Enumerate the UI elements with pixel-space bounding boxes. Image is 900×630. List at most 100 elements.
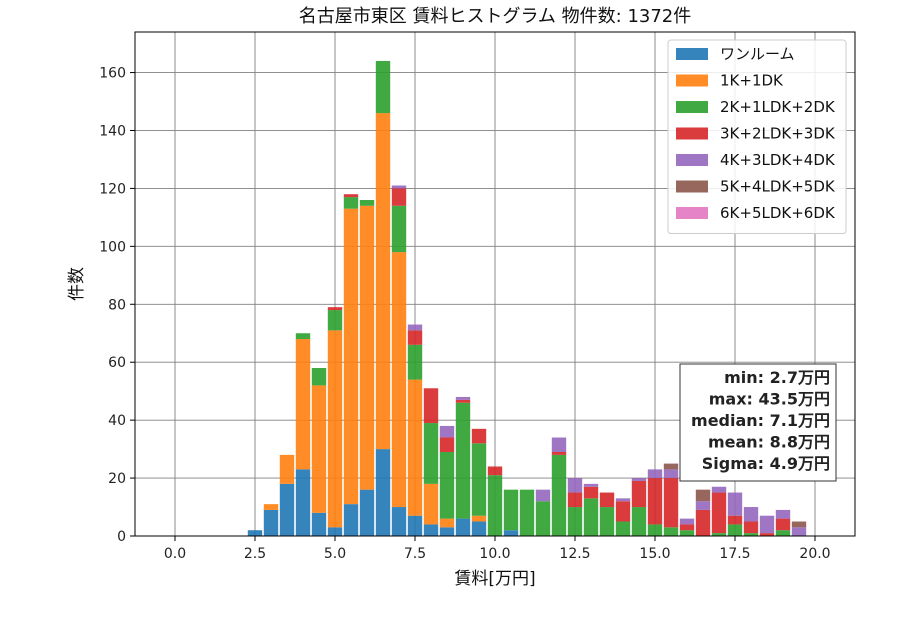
grid-lines	[135, 32, 855, 537]
x-tick-label: 12.5	[559, 546, 590, 562]
bar-segment	[695, 489, 711, 502]
legend-frame	[667, 39, 847, 234]
bar-segment	[743, 521, 759, 534]
bar-segment	[455, 402, 471, 519]
bar-segment	[423, 423, 439, 484]
legend-swatch	[676, 48, 708, 60]
y-tick-label: 0	[117, 529, 126, 545]
legend-label: 5K+4LDK+5DK	[720, 178, 836, 196]
legend-swatch	[676, 180, 708, 193]
bar-segment	[583, 498, 599, 536]
bar-segment	[679, 530, 695, 536]
legend-label: 3K+2LDK+3DK	[720, 125, 836, 143]
bar-segment	[343, 504, 359, 536]
bar-segment	[519, 489, 535, 536]
bar-segment	[439, 437, 455, 452]
chart-title: 名古屋市東区 賃料ヒストグラム 物件数: 1372件	[299, 6, 692, 27]
bar-segment	[791, 527, 807, 536]
bar-segment	[423, 483, 439, 525]
bar-segment	[503, 489, 519, 531]
bar-segment	[343, 197, 359, 209]
bar-segment	[295, 339, 311, 470]
bar-segment	[567, 507, 583, 536]
bar-segment	[727, 492, 743, 516]
bar-segment	[455, 518, 471, 536]
bar-segment	[359, 200, 375, 206]
y-tick-label: 40	[108, 413, 126, 429]
bar-segment	[551, 452, 567, 455]
stats-line: max: 43.5万円	[709, 390, 830, 409]
bar-segment	[311, 368, 327, 386]
bar-segment	[727, 524, 743, 536]
legend-swatch	[676, 74, 708, 87]
y-tick-label: 20	[108, 471, 126, 487]
y-tick-label: 120	[99, 181, 126, 197]
stats-frame	[679, 363, 837, 482]
bar-segment	[487, 466, 503, 476]
bar-segment	[583, 483, 599, 487]
stats-line: mean: 8.8万円	[708, 433, 830, 452]
bar-segment	[647, 469, 663, 479]
y-tick-label: 80	[108, 297, 126, 313]
y-tick-label: 140	[99, 123, 126, 139]
bar-segment	[375, 449, 391, 536]
bar-segment	[471, 515, 487, 522]
bar-segment	[599, 492, 615, 508]
bar-segment	[375, 113, 391, 450]
bar-segment	[311, 385, 327, 513]
bar-segment	[375, 60, 391, 114]
bar-segment	[487, 475, 503, 536]
x-tick-label: 17.5	[719, 546, 750, 562]
bar-segment	[535, 489, 551, 502]
bar-segment	[615, 521, 631, 536]
bar-segment	[471, 521, 487, 536]
bar-segment	[327, 527, 343, 536]
bar-segment	[695, 509, 711, 536]
bar-segment	[263, 504, 279, 510]
bar-segment	[759, 515, 775, 534]
bar-segment	[615, 501, 631, 522]
x-tick-label: 7.5	[404, 546, 426, 562]
bar-segment	[439, 518, 455, 528]
bar-segment	[407, 515, 423, 536]
bar-segment	[551, 454, 567, 536]
x-tick-label: 10.0	[479, 546, 510, 562]
bar-segment	[391, 188, 407, 206]
legend-swatch	[676, 207, 708, 219]
legend-swatch	[676, 154, 708, 166]
bar-segment	[343, 208, 359, 505]
legend-label: 4K+3LDK+4DK	[720, 151, 836, 169]
bar-segment	[567, 478, 583, 493]
bar-segment	[439, 425, 455, 438]
stats-line: min: 2.7万円	[724, 368, 830, 387]
bar-segment	[327, 310, 343, 331]
y-tick-label: 60	[108, 355, 126, 371]
bar-segment	[455, 399, 471, 403]
bar-segment	[327, 307, 343, 311]
bars	[247, 60, 807, 536]
bar-segment	[647, 478, 663, 525]
bar-segment	[407, 330, 423, 345]
bar-segment	[743, 533, 759, 536]
bar-segment	[647, 524, 663, 536]
bar-segment	[439, 452, 455, 519]
bar-segment	[439, 527, 455, 536]
bar-segment	[343, 194, 359, 198]
bar-segment	[535, 501, 551, 536]
bar-segment	[391, 185, 407, 189]
bar-segment	[631, 478, 647, 481]
bar-segment	[391, 252, 407, 508]
bar-segment	[279, 454, 295, 484]
bar-segment	[391, 507, 407, 536]
bar-segment	[679, 524, 695, 531]
y-axis-title: 件数	[67, 267, 87, 301]
bar-segment	[503, 530, 519, 536]
bar-segment	[471, 428, 487, 444]
bar-segment	[727, 515, 743, 525]
bar-segment	[407, 324, 423, 331]
bar-segment	[263, 509, 279, 536]
bar-segment	[775, 509, 791, 519]
bar-segment	[391, 205, 407, 253]
bar-segment	[423, 524, 439, 536]
